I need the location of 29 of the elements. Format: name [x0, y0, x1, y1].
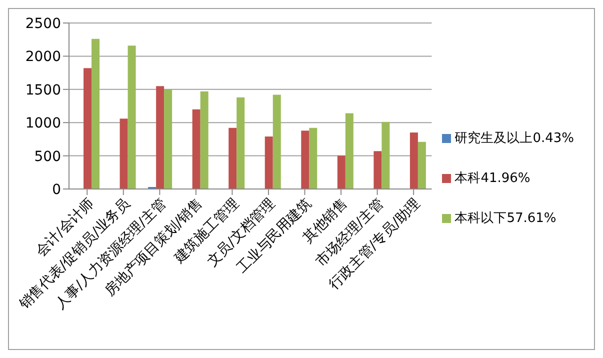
bar [192, 109, 200, 189]
y-tick-label: 1000 [25, 116, 61, 132]
bar [345, 113, 354, 189]
bar [228, 128, 237, 189]
legend-label: 研究生及以上0.43% [454, 131, 574, 146]
bar [128, 46, 136, 189]
bar [156, 86, 164, 189]
y-tick-label: 2000 [25, 49, 61, 66]
bar [236, 97, 245, 189]
bar [301, 130, 310, 189]
bar [337, 156, 346, 189]
bar [264, 136, 273, 189]
y-tick-label: 0 [52, 182, 61, 198]
legend-label: 本科41.96% [454, 171, 530, 186]
bar [84, 68, 92, 189]
y-tick-label: 2500 [25, 16, 61, 32]
y-tick-label: 1500 [25, 82, 61, 98]
bar [382, 122, 390, 189]
bar [92, 38, 100, 189]
y-tick-label: 500 [34, 148, 61, 165]
bar [120, 118, 128, 189]
bar [374, 151, 382, 189]
bar [410, 132, 418, 189]
bar [309, 128, 318, 189]
legend-label: 本科以下57.61% [454, 211, 556, 226]
bar [200, 91, 208, 189]
bar [272, 94, 281, 189]
bar [164, 89, 172, 189]
bar [418, 142, 426, 189]
